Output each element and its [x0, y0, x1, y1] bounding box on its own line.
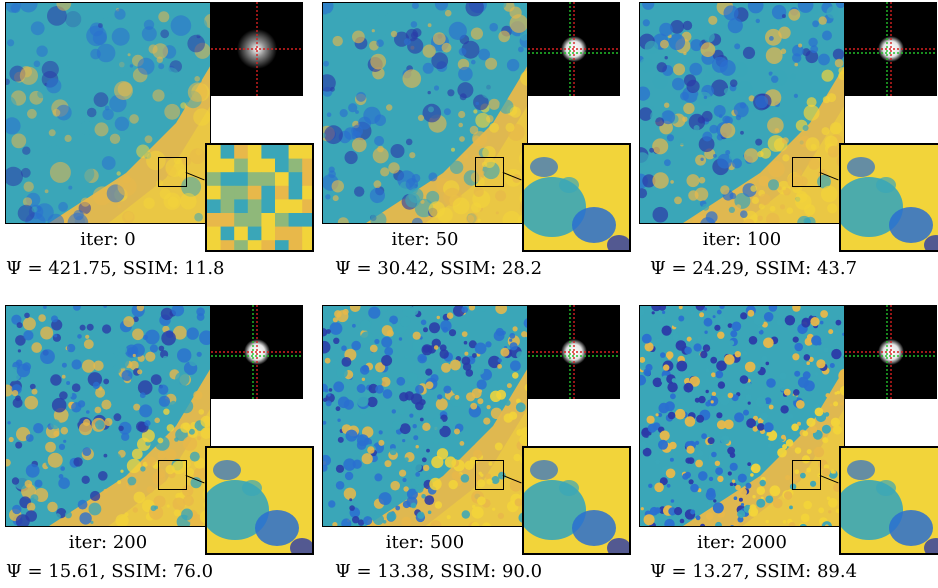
iteration-label: iter: 0	[80, 229, 136, 250]
metric-label: Ψ = 13.27, SSIM: 89.4	[650, 561, 858, 582]
panel-iter-500: iter: 500 Ψ = 13.38, SSIM: 90.0	[317, 303, 631, 588]
fourier-svg	[528, 2, 620, 96]
zoom-inset-image	[522, 446, 631, 555]
zoom-region-box	[475, 460, 504, 490]
fourier-spectrum-image	[528, 305, 620, 399]
zoom-region-box	[475, 157, 504, 187]
fourier-svg	[845, 2, 937, 96]
metric-label: Ψ = 13.38, SSIM: 90.0	[335, 561, 543, 582]
inset-svg	[841, 448, 938, 553]
metric-label: Ψ = 30.42, SSIM: 28.2	[335, 258, 543, 279]
zoom-region-box	[158, 460, 187, 490]
reconstruction-svg	[640, 306, 844, 526]
panel-iter-100: iter: 100 Ψ = 24.29, SSIM: 43.7	[634, 0, 938, 285]
panel-iter-50: iter: 50 Ψ = 30.42, SSIM: 28.2	[317, 0, 631, 285]
reconstruction-image	[639, 305, 845, 527]
iteration-label: iter: 100	[702, 229, 782, 250]
zoom-inset-image	[205, 446, 314, 555]
panel-iter-0: iter: 0 Ψ = 421.75, SSIM: 11.8	[0, 0, 314, 285]
metric-label: Ψ = 421.75, SSIM: 11.8	[6, 258, 225, 279]
metric-label: Ψ = 15.61, SSIM: 76.0	[6, 561, 214, 582]
iteration-label: iter: 200	[68, 532, 148, 553]
fourier-svg	[211, 2, 303, 96]
iteration-label: iter: 2000	[697, 532, 787, 553]
zoom-region-box	[792, 460, 821, 490]
zoom-region-box	[792, 157, 821, 187]
iteration-label: iter: 500	[385, 532, 465, 553]
fourier-svg	[845, 305, 937, 399]
reconstruction-image	[639, 2, 845, 224]
inset-svg	[524, 145, 629, 250]
metric-label: Ψ = 24.29, SSIM: 43.7	[650, 258, 858, 279]
zoom-inset-image	[205, 143, 314, 252]
zoom-inset-image	[839, 143, 938, 252]
reconstruction-image	[5, 2, 211, 224]
fourier-svg	[211, 305, 303, 399]
fourier-spectrum-image	[845, 305, 937, 399]
inset-svg	[841, 145, 938, 250]
reconstruction-image	[5, 305, 211, 527]
reconstruction-image	[322, 305, 528, 527]
zoom-inset-image	[522, 143, 631, 252]
zoom-inset-image	[839, 446, 938, 555]
fourier-spectrum-image	[211, 305, 303, 399]
inset-svg	[524, 448, 629, 553]
panel-iter-2000: iter: 2000 Ψ = 13.27, SSIM: 89.4	[634, 303, 938, 588]
reconstruction-svg	[6, 306, 210, 526]
inset-svg	[207, 145, 312, 250]
reconstruction-image	[322, 2, 528, 224]
fourier-spectrum-image	[528, 2, 620, 96]
reconstruction-svg	[6, 3, 210, 223]
fourier-spectrum-image	[845, 2, 937, 96]
panel-iter-200: iter: 200 Ψ = 15.61, SSIM: 76.0	[0, 303, 314, 588]
reconstruction-svg	[323, 3, 527, 223]
fourier-svg	[528, 305, 620, 399]
iteration-label: iter: 50	[391, 229, 459, 250]
fourier-spectrum-image	[211, 2, 303, 96]
inset-svg	[207, 448, 312, 553]
reconstruction-svg	[323, 306, 527, 526]
zoom-region-box	[158, 157, 187, 187]
reconstruction-svg	[640, 3, 844, 223]
